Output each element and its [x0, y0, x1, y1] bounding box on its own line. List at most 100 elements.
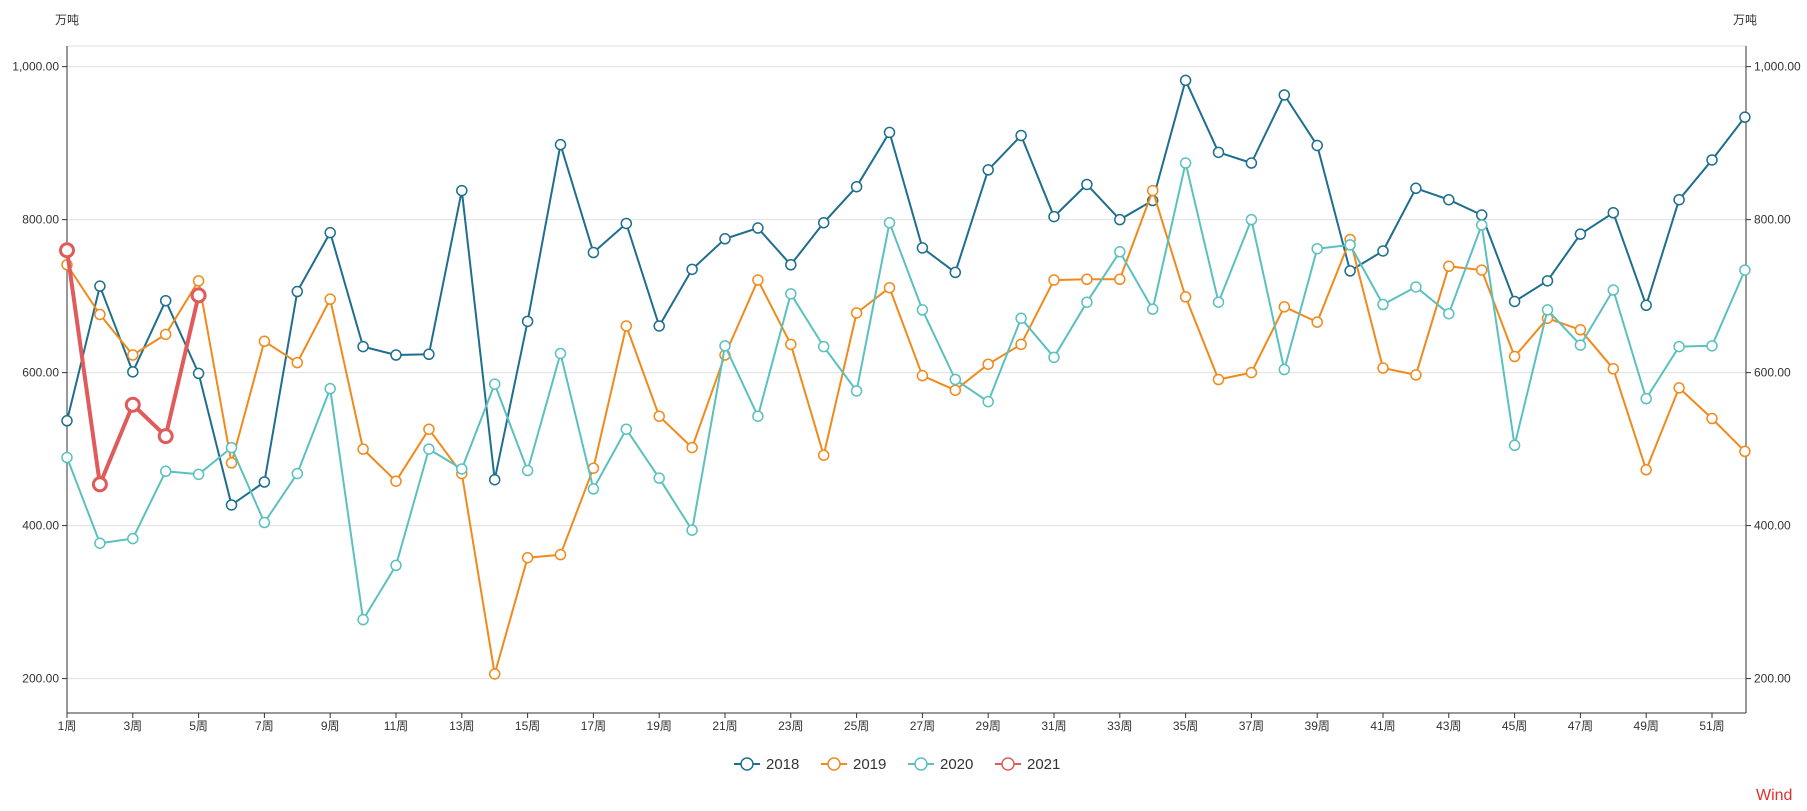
point-2019-week-49[interactable] — [1640, 464, 1652, 476]
point-2019-week-50[interactable] — [1673, 382, 1685, 394]
point-2019-week-24[interactable] — [817, 449, 830, 461]
point-2020-week-18[interactable] — [620, 423, 633, 435]
point-2018-week-49[interactable] — [1640, 299, 1652, 312]
point-2021-week-4[interactable] — [157, 428, 174, 445]
point-2019-week-9[interactable] — [324, 293, 336, 305]
point-2019-week-5[interactable] — [192, 275, 205, 287]
point-2018-week-29[interactable] — [982, 164, 994, 176]
point-2020-week-20[interactable] — [686, 524, 698, 536]
point-2019-week-14[interactable] — [488, 668, 501, 680]
point-2020-week-29[interactable] — [982, 395, 994, 408]
point-2020-week-5[interactable] — [192, 468, 205, 481]
point-2019-week-4[interactable] — [159, 328, 172, 341]
point-2020-week-8[interactable] — [291, 467, 304, 480]
point-2020-week-43[interactable] — [1443, 307, 1455, 320]
point-2020-week-32[interactable] — [1081, 296, 1093, 308]
point-2020-week-23[interactable] — [785, 288, 797, 300]
point-2021-week-3[interactable] — [124, 396, 141, 413]
point-2018-week-2[interactable] — [94, 280, 106, 292]
point-2019-week-44[interactable] — [1475, 264, 1488, 276]
point-2018-week-7[interactable] — [258, 476, 271, 488]
point-2018-week-44[interactable] — [1475, 209, 1488, 221]
point-2019-week-10[interactable] — [357, 443, 369, 455]
point-2018-week-1[interactable] — [61, 415, 73, 427]
point-2019-week-6[interactable] — [225, 457, 238, 469]
point-2018-week-46[interactable] — [1541, 275, 1554, 287]
legend[interactable]: 2018 2019 2020 2021 — [734, 756, 1060, 773]
point-2018-week-18[interactable] — [620, 217, 633, 230]
point-2019-week-27[interactable] — [916, 369, 929, 382]
point-2020-week-40[interactable] — [1344, 239, 1356, 251]
point-2018-week-31[interactable] — [1048, 210, 1060, 223]
point-2018-week-38[interactable] — [1278, 89, 1291, 101]
point-2018-week-32[interactable] — [1081, 178, 1093, 191]
point-2019-week-2[interactable] — [94, 308, 106, 321]
point-2018-week-10[interactable] — [357, 340, 369, 353]
point-2018-week-52[interactable] — [1739, 111, 1751, 123]
point-2019-week-20[interactable] — [686, 441, 698, 454]
point-2020-week-34[interactable] — [1146, 303, 1159, 315]
point-2019-week-12[interactable] — [423, 423, 435, 435]
point-2018-week-3[interactable] — [127, 366, 139, 378]
point-2020-week-44[interactable] — [1475, 219, 1488, 231]
point-2018-week-12[interactable] — [423, 348, 435, 361]
point-2019-week-39[interactable] — [1311, 316, 1323, 328]
point-2019-week-25[interactable] — [850, 307, 863, 319]
legend-item-2021[interactable]: 2021 — [995, 756, 1060, 773]
point-2019-week-28[interactable] — [949, 384, 962, 396]
point-2018-week-42[interactable] — [1410, 182, 1422, 195]
legend-item-2020[interactable]: 2020 — [908, 756, 973, 773]
point-2019-week-29[interactable] — [982, 358, 994, 370]
point-2019-week-42[interactable] — [1410, 369, 1422, 381]
point-2020-week-38[interactable] — [1278, 363, 1291, 376]
point-2018-week-4[interactable] — [159, 294, 172, 307]
point-2018-week-43[interactable] — [1443, 193, 1455, 206]
point-2019-week-26[interactable] — [883, 281, 896, 294]
point-2018-week-33[interactable] — [1114, 213, 1126, 226]
point-2019-week-34[interactable] — [1146, 184, 1159, 197]
point-2020-week-3[interactable] — [127, 532, 139, 545]
point-2018-week-47[interactable] — [1574, 228, 1587, 240]
point-2019-week-45[interactable] — [1508, 350, 1521, 363]
point-2019-week-18[interactable] — [620, 320, 633, 332]
point-2019-week-47[interactable] — [1574, 324, 1587, 336]
point-2018-week-27[interactable] — [916, 242, 929, 254]
point-2019-week-23[interactable] — [785, 338, 797, 351]
point-2018-week-13[interactable] — [456, 184, 468, 197]
point-2020-week-26[interactable] — [883, 216, 896, 229]
point-2020-week-16[interactable] — [554, 347, 567, 360]
point-2018-week-11[interactable] — [390, 349, 402, 361]
point-2019-week-43[interactable] — [1443, 260, 1455, 273]
point-2018-week-25[interactable] — [850, 180, 863, 193]
point-2019-week-32[interactable] — [1081, 273, 1093, 286]
point-2018-week-51[interactable] — [1706, 154, 1718, 166]
point-2020-week-4[interactable] — [159, 465, 172, 478]
point-2018-week-19[interactable] — [653, 320, 665, 332]
legend-item-2018[interactable]: 2018 — [734, 756, 799, 773]
point-2020-week-30[interactable] — [1015, 312, 1027, 325]
point-2018-week-6[interactable] — [225, 499, 238, 511]
point-2020-week-35[interactable] — [1179, 157, 1192, 169]
point-2020-week-27[interactable] — [916, 304, 929, 316]
point-2020-week-6[interactable] — [225, 441, 238, 454]
point-2019-week-36[interactable] — [1212, 373, 1225, 386]
point-2019-week-15[interactable] — [521, 551, 534, 564]
point-2020-week-17[interactable] — [587, 483, 600, 495]
point-2019-week-48[interactable] — [1607, 363, 1620, 375]
point-2020-week-14[interactable] — [488, 378, 501, 390]
point-2018-week-50[interactable] — [1673, 193, 1685, 206]
point-2019-week-11[interactable] — [390, 475, 402, 487]
point-2020-week-37[interactable] — [1245, 213, 1258, 226]
point-2018-week-28[interactable] — [949, 266, 962, 279]
point-2018-week-48[interactable] — [1607, 207, 1620, 219]
point-2019-week-8[interactable] — [291, 356, 304, 369]
point-2018-week-22[interactable] — [752, 222, 764, 234]
point-2020-week-2[interactable] — [94, 537, 106, 549]
point-2020-week-28[interactable] — [949, 373, 962, 386]
point-2018-week-15[interactable] — [521, 315, 534, 328]
point-2019-week-33[interactable] — [1114, 273, 1126, 286]
point-2018-week-24[interactable] — [817, 216, 830, 229]
point-2020-week-9[interactable] — [324, 382, 336, 395]
point-2019-week-35[interactable] — [1179, 291, 1192, 303]
point-2019-week-7[interactable] — [258, 335, 271, 348]
